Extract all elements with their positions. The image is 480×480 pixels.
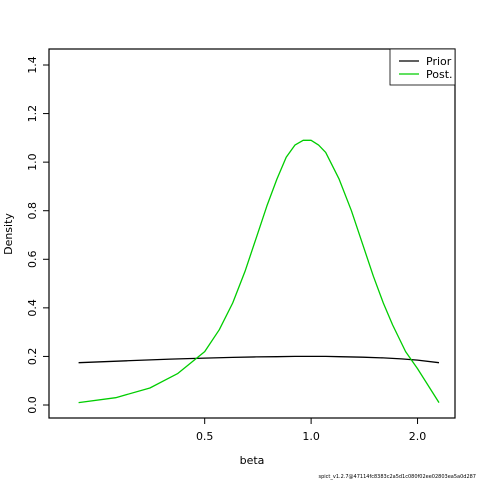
legend-label-post: Post. bbox=[426, 68, 453, 81]
plot-frame bbox=[48, 48, 456, 419]
y-tick-label: 0.0 bbox=[26, 396, 39, 414]
series-line-post bbox=[78, 139, 440, 404]
y-axis-label: Density bbox=[2, 213, 15, 255]
y-axis: 0.0 0.2 0.4 0.6 0.8 1.0 1.2 1.4 bbox=[26, 56, 49, 414]
y-tick-label: 0.2 bbox=[26, 348, 39, 366]
x-tick-label: 0.5 bbox=[196, 430, 214, 443]
x-axis-label: beta bbox=[240, 454, 265, 467]
x-tick-label: 1.0 bbox=[302, 430, 320, 443]
y-tick-label: 0.8 bbox=[26, 202, 39, 220]
version-footer: spict_v1.2.7@47114fc8383c2a5d1c080f02ee0… bbox=[319, 474, 477, 480]
legend: Prior Post. bbox=[389, 48, 456, 86]
legend-label-prior: Prior bbox=[426, 55, 452, 68]
legend-box bbox=[389, 48, 456, 86]
series-line-prior bbox=[78, 355, 440, 364]
y-tick-label: 1.2 bbox=[26, 105, 39, 123]
y-tick-label: 1.0 bbox=[26, 153, 39, 171]
y-tick-label: 1.4 bbox=[26, 56, 39, 74]
x-axis: 0.5 1.0 2.0 bbox=[196, 418, 426, 443]
y-tick-label: 0.4 bbox=[26, 299, 39, 317]
y-tick-label: 0.6 bbox=[26, 251, 39, 269]
series-layer bbox=[78, 139, 440, 404]
x-tick-label: 2.0 bbox=[409, 430, 427, 443]
